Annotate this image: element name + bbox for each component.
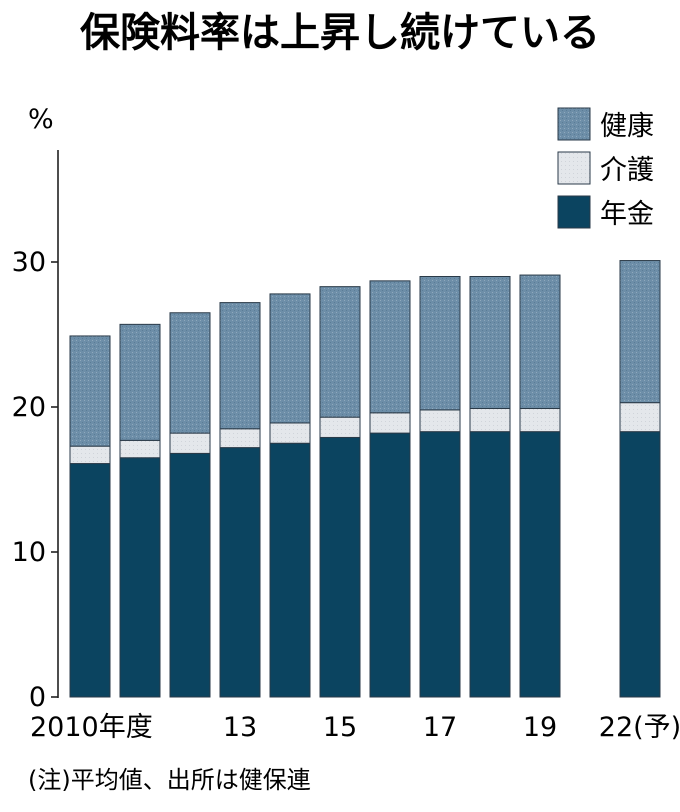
bar-segment-care [269, 422, 311, 444]
bar-segment-care [169, 432, 211, 454]
y-tick-label: 30 [12, 247, 46, 278]
bar-segment-care [319, 416, 361, 438]
bar-segment-care [419, 409, 461, 433]
source-note: (注)平均値、出所は健保連 [28, 766, 311, 794]
legend-label: 年金 [600, 199, 654, 230]
bar-segment-health [69, 335, 111, 447]
y-tick-label: 10 [12, 537, 46, 568]
bar-segment-pension [119, 457, 161, 698]
bar-segment-pension [469, 431, 511, 698]
legend-swatch-care [557, 151, 591, 185]
bar-segment-health [119, 323, 161, 441]
bar-segment-health [619, 260, 661, 404]
bar-segment-pension [419, 431, 461, 698]
bar-segment-health [269, 293, 311, 424]
x-tick-label: 17 [423, 712, 457, 743]
bar-segment-care [69, 445, 111, 465]
y-unit-label: % [28, 104, 54, 135]
legend-label: 介護 [600, 155, 654, 186]
bar-segment-health [319, 286, 361, 418]
bar-segment-health [369, 280, 411, 414]
bar-segment-care [519, 407, 561, 433]
bar-segment-pension [319, 436, 361, 698]
x-tick-label: 15 [323, 712, 357, 743]
legend-swatch-pension [557, 195, 591, 229]
bar-segment-pension [219, 447, 261, 698]
legend-swatch-health [557, 107, 591, 141]
bar-segment-care [369, 412, 411, 434]
bar-segment-pension [69, 463, 111, 698]
y-tick-label: 0 [29, 682, 46, 713]
bar-segment-pension [619, 431, 661, 698]
bar-segment-care [119, 439, 161, 459]
bar-segment-pension [369, 432, 411, 698]
bar-segment-care [619, 402, 661, 433]
bar-segment-pension [269, 442, 311, 698]
legend-label: 健康 [600, 111, 654, 142]
bar-segment-care [219, 428, 261, 449]
x-tick-label: 2010年度 [30, 712, 153, 743]
bar-segment-care [469, 407, 511, 433]
chart-title: 保険料率は上昇し続けている [80, 10, 600, 56]
bars-group [69, 260, 661, 698]
y-tick-label: 20 [12, 392, 46, 423]
x-tick-label: 19 [523, 712, 557, 743]
bar-segment-pension [519, 431, 561, 698]
bar-segment-health [419, 276, 461, 411]
bar-segment-health [169, 312, 211, 434]
bar-segment-health [219, 302, 261, 430]
bar-segment-health [519, 274, 561, 409]
y-axis: 0 10 20 30 [12, 150, 59, 713]
bar-segment-pension [169, 452, 211, 698]
x-tick-label: 13 [223, 712, 257, 743]
bar-segment-health [469, 276, 511, 409]
x-tick-label: 22(予) [599, 712, 680, 743]
x-axis: 2010年度 13 15 17 19 22(予) [30, 712, 680, 743]
